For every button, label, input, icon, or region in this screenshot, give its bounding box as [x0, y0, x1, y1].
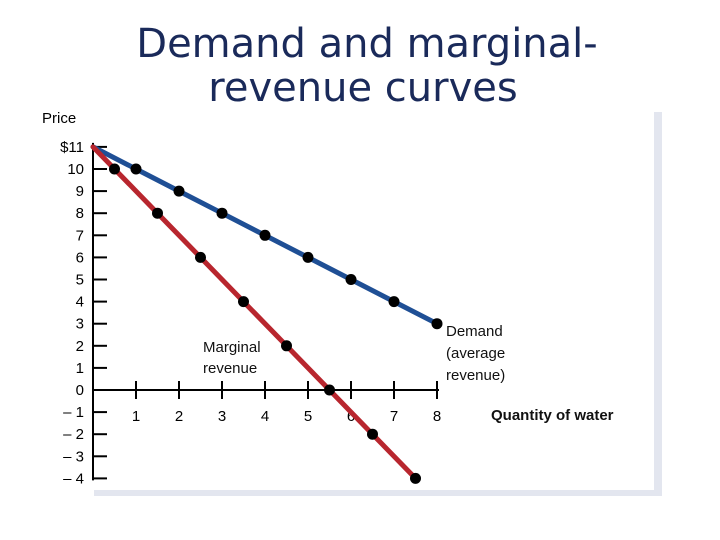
y-tick-label: – 4	[63, 470, 84, 487]
y-tick-label: 2	[76, 338, 84, 355]
y-tick-label: 8	[76, 205, 84, 222]
x-axis-ticks: 1 2 3 4 5 6 7 8	[132, 381, 441, 425]
x-tick-label: 5	[304, 408, 312, 425]
chart-title-line-2: revenue curves	[208, 65, 517, 111]
x-tick-label: 2	[175, 408, 183, 425]
x-tick-label: 7	[390, 408, 398, 425]
marginal-revenue-label-line-1: Marginal	[203, 339, 261, 356]
plot-area	[88, 108, 654, 490]
marginal-revenue-label: Marginal revenue	[203, 339, 261, 377]
marginal-revenue-point	[410, 472, 421, 484]
demand-label-line-2: (average	[446, 345, 505, 362]
y-tick-label: $11	[60, 139, 84, 156]
y-tick-label: – 2	[63, 426, 84, 443]
y-tick-label: 7	[76, 227, 84, 244]
x-tick-label: 8	[433, 408, 441, 425]
x-axis-label: Quantity of water	[491, 407, 614, 424]
y-tick-label: 3	[76, 316, 84, 333]
y-tick-label: 9	[76, 183, 84, 200]
demand-label-line-1: Demand	[446, 323, 503, 340]
y-tick-label: 10	[67, 161, 84, 178]
y-tick-label: 1	[76, 360, 84, 377]
y-tick-label: – 1	[63, 404, 84, 421]
demand-average-revenue-point	[345, 274, 357, 285]
demand-average-revenue-point	[302, 251, 314, 263]
demand-average-revenue-point	[388, 296, 400, 308]
marginal-revenue-point	[152, 207, 163, 219]
demand-average-revenue-point	[259, 229, 271, 241]
marginal-revenue-point	[195, 251, 206, 263]
demand-label-line-3: revenue)	[446, 367, 505, 384]
y-tick-label: 6	[76, 249, 84, 266]
x-tick-label: 6	[347, 408, 355, 425]
marginal-revenue-point	[367, 428, 378, 440]
chart-title-line-1: Demand and marginal-	[136, 21, 597, 67]
marginal-revenue-label-line-2: revenue	[203, 360, 257, 377]
y-tick-label: 4	[76, 294, 84, 311]
marginal-revenue-point	[109, 163, 120, 175]
y-tick-label: – 3	[63, 448, 84, 465]
demand-average-revenue-point	[431, 318, 443, 330]
y-axis-label: Price	[42, 110, 76, 127]
x-tick-label: 4	[261, 408, 269, 425]
y-tick-label: 0	[76, 382, 84, 399]
demand-average-revenue-point	[173, 185, 185, 197]
marginal-revenue-point	[238, 296, 249, 308]
x-tick-label: 3	[218, 408, 226, 425]
demand-label: Demand (average revenue)	[446, 323, 505, 384]
demand-average-revenue-point	[130, 163, 142, 175]
y-tick-label: 5	[76, 272, 84, 289]
marginal-revenue-point	[281, 340, 292, 352]
series-points	[109, 163, 443, 484]
x-tick-label: 1	[132, 408, 140, 425]
marginal-revenue-point	[324, 384, 335, 396]
demand-average-revenue-point	[216, 207, 228, 219]
